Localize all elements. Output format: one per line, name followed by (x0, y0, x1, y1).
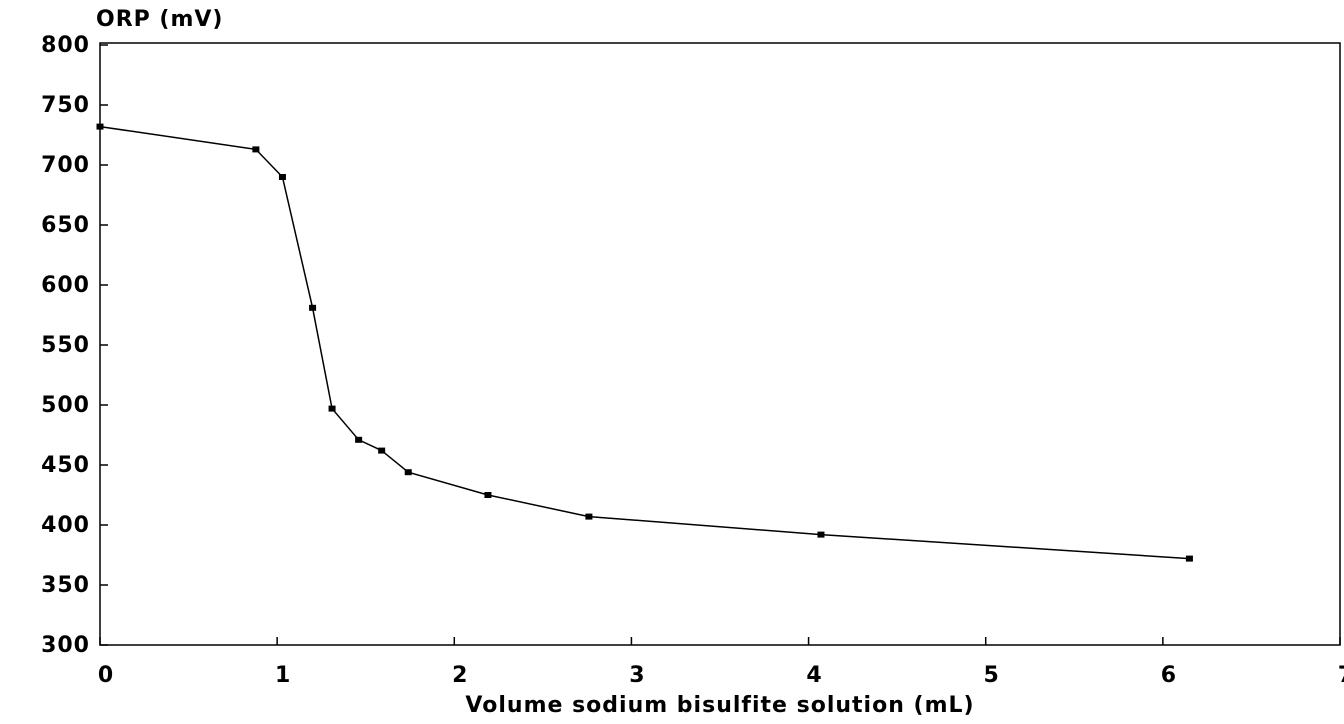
y-tick-label: 650 (41, 213, 90, 238)
y-tick-label: 500 (41, 393, 90, 418)
y-tick-label: 600 (41, 273, 90, 298)
x-tick-label: 4 (806, 663, 822, 688)
plot-frame (99, 42, 1341, 646)
data-point (328, 405, 336, 412)
x-tick-label: 2 (452, 663, 468, 688)
y-tick-label: 350 (41, 573, 90, 598)
y-tick-label: 550 (41, 333, 90, 358)
data-point (278, 174, 286, 180)
data-point (309, 304, 317, 311)
y-tick-label: 700 (41, 153, 90, 178)
data-point (378, 447, 386, 454)
x-tick-label: 3 (629, 663, 645, 688)
y-tick-label: 750 (41, 93, 90, 118)
data-point (585, 513, 593, 520)
x-tick-label: 6 (1161, 663, 1177, 688)
data-point (252, 146, 260, 153)
y-tick-label: 800 (41, 33, 90, 58)
data-point (484, 492, 492, 498)
y-tick-label: 400 (41, 513, 90, 538)
data-point (355, 436, 363, 443)
y-tick-label: 300 (41, 633, 90, 658)
x-tick-label: 0 (98, 663, 114, 688)
data-point (1185, 555, 1193, 562)
x-axis-title: Volume sodium bisulfite solution (mL) (465, 693, 974, 718)
data-point (817, 531, 825, 538)
data-point (404, 469, 412, 476)
x-tick-label: 1 (275, 663, 291, 688)
y-axis-title: ORP (mV) (96, 7, 224, 32)
x-tick-label: 7 (1338, 663, 1344, 688)
data-line (99, 125, 1190, 560)
y-tick-label: 450 (41, 453, 90, 478)
x-tick-label: 5 (984, 663, 1000, 688)
data-point (96, 123, 104, 130)
